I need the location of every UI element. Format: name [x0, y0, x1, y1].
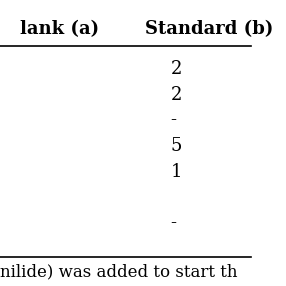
Text: 1: 1 — [170, 163, 182, 181]
Text: -: - — [170, 214, 176, 233]
Text: nilide) was added to start th: nilide) was added to start th — [0, 263, 237, 280]
Text: 5: 5 — [170, 137, 182, 155]
Text: -: - — [170, 112, 176, 130]
Text: 2: 2 — [170, 60, 182, 78]
Text: Standard (b): Standard (b) — [145, 20, 274, 38]
Text: lank (a): lank (a) — [20, 20, 99, 38]
Text: 2: 2 — [170, 86, 182, 104]
